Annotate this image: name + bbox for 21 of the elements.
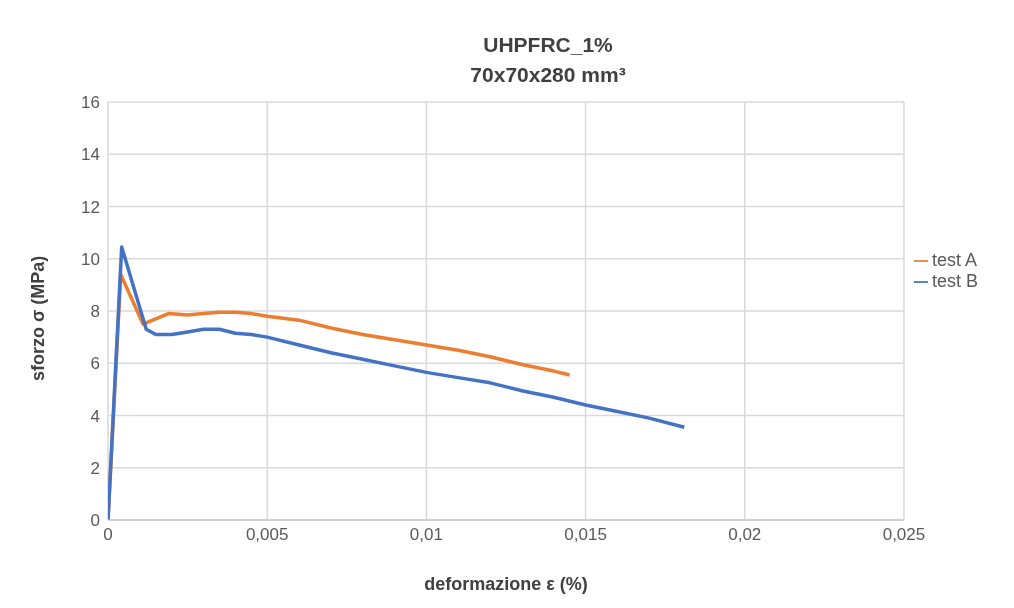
y-axis-title: sforzo σ (MPa) <box>28 255 49 381</box>
y-tick-label: 4 <box>90 406 100 426</box>
legend-label: test B <box>931 271 978 291</box>
x-tick-label: 0,015 <box>564 525 607 545</box>
y-tick-label: 12 <box>81 197 100 217</box>
y-tick-label: 8 <box>90 302 100 322</box>
x-tick-label: 0,025 <box>882 525 926 545</box>
legend-label: test A <box>931 250 977 270</box>
x-axis-title: deformazione ε (%) <box>424 574 588 594</box>
chart-title: UHPFRC_1% 70x70x280 mm³ <box>469 32 627 88</box>
y-tick-label: 0 <box>90 511 100 531</box>
y-tick-label: 16 <box>81 93 100 113</box>
x-tick-label: 0,005 <box>245 525 289 545</box>
x-tick-label: 0,02 <box>728 525 762 545</box>
x-tick-label: 0,01 <box>409 525 443 545</box>
line-series <box>108 245 687 520</box>
x-tick-label: 0 <box>103 525 113 545</box>
y-tick-label: 10 <box>81 249 100 269</box>
y-tick-label: 6 <box>90 354 100 374</box>
y-tick-label: 2 <box>90 458 100 478</box>
y-tick-label: 14 <box>81 145 100 165</box>
